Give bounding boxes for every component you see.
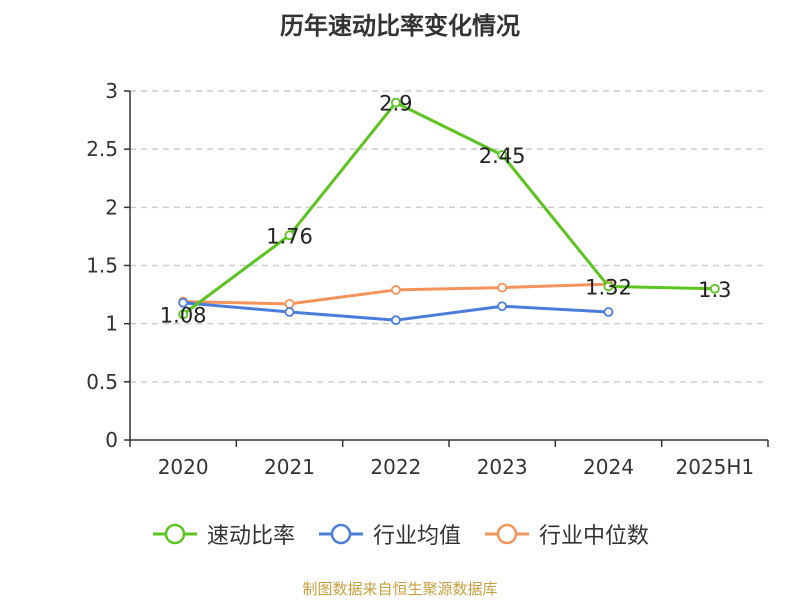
legend-item[interactable]: 速动比率 [151, 518, 295, 550]
data-point [390, 315, 401, 326]
y-tick-label: 0.5 [86, 370, 118, 394]
x-tick-label: 2025H1 [675, 455, 754, 479]
data-label: 1.3 [698, 278, 731, 302]
data-point [284, 298, 295, 309]
legend-marker-icon [152, 523, 197, 545]
y-tick-label: 1 [105, 312, 118, 336]
source-note: 制图数据来自恒生聚源数据库 [302, 580, 498, 598]
data-label: 2.45 [479, 144, 526, 168]
data-point [603, 281, 614, 292]
series-lines [178, 97, 720, 326]
data-point [178, 309, 189, 320]
x-tick-label: 2023 [477, 455, 528, 479]
data-point [284, 307, 295, 317]
data-point [390, 97, 401, 108]
chart-title: 历年速动比率变化情况 [280, 12, 520, 40]
data-point [497, 150, 508, 160]
data-labels: 1.08 1.76 2.9 2.45 1.32 1.3 [160, 92, 732, 328]
legend-label: 行业均值 [372, 524, 461, 549]
legend-marker-icon [485, 523, 529, 545]
data-label: 1.08 [160, 303, 207, 327]
data-point [709, 283, 720, 294]
x-tick-label: 2022 [370, 455, 421, 479]
legend-label: 行业中位数 [539, 524, 650, 549]
y-tick-label: 2 [105, 195, 118, 219]
y-tick-label: 0 [105, 428, 118, 452]
series-line [182, 101, 715, 316]
data-point [603, 307, 614, 317]
data-point [284, 230, 295, 241]
legend-item[interactable]: 行业中位数 [483, 518, 649, 550]
data-label: 2.9 [379, 92, 412, 116]
data-point [497, 301, 508, 312]
legend-label: 速动比率 [206, 524, 295, 549]
data-point [390, 285, 401, 295]
data-label: 1.76 [266, 224, 313, 248]
legend-item[interactable]: 行业均值 [317, 518, 461, 550]
data-label: 1.32 [585, 275, 632, 299]
x-tick-label: 2020 [158, 455, 209, 479]
grid-lines [130, 90, 768, 383]
axes: 0 0.5 1 1.5 2 2.5 3 2020 2021 2022 2023 2024 2025H1 [86, 79, 769, 479]
y-tick-label: 3 [105, 79, 118, 103]
legend: 速动比率 行业均值 行业中位数 [0, 518, 800, 550]
legend-marker-icon [318, 523, 363, 545]
data-point [497, 282, 508, 293]
x-tick-label: 2024 [583, 455, 634, 479]
data-point [178, 297, 189, 308]
y-tick-label: 2.5 [86, 137, 118, 161]
y-tick-label: 1.5 [86, 254, 118, 278]
x-tick-label: 2021 [264, 455, 315, 479]
